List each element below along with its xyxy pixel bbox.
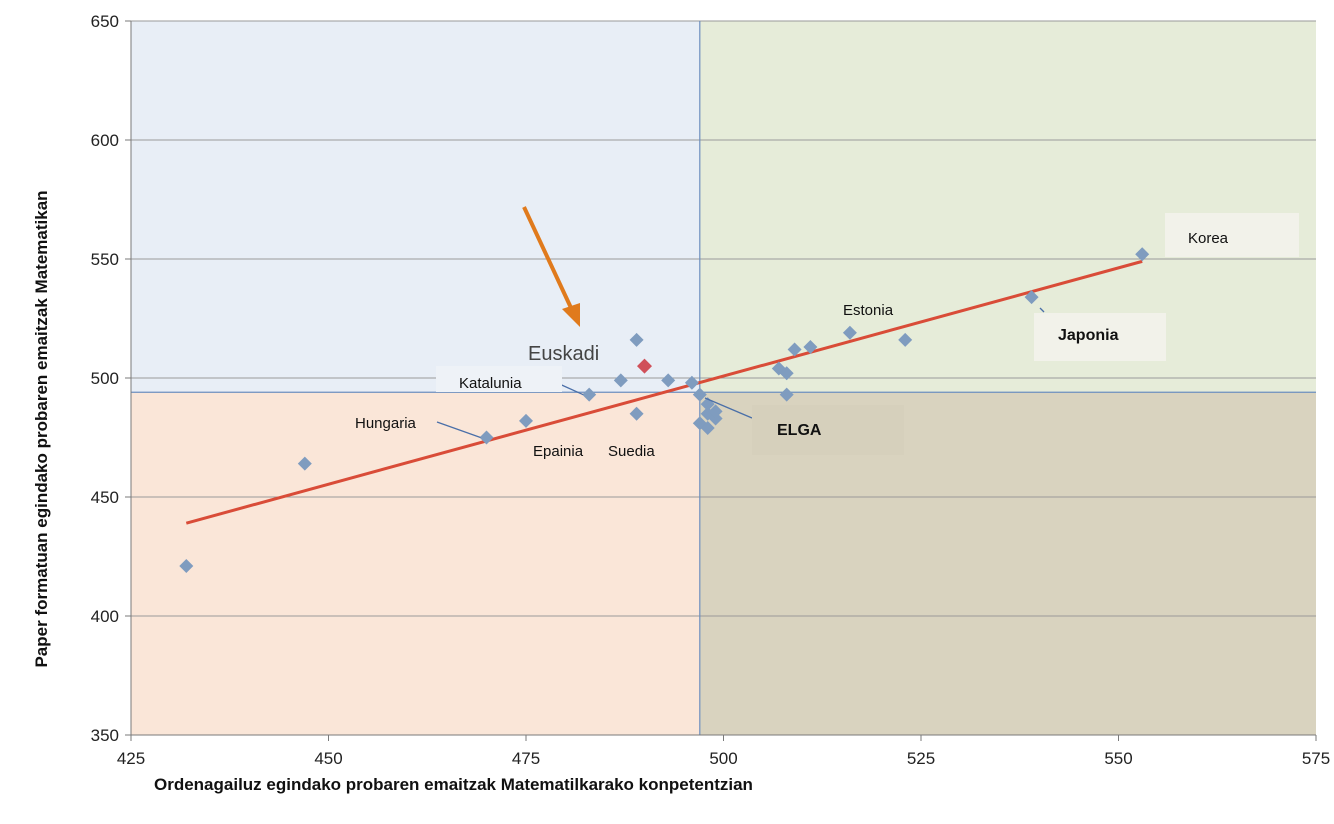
- x-axis-title: Ordenagailuz egindako probaren emaitzak …: [154, 775, 753, 794]
- data-point-8: [629, 332, 644, 347]
- epainia-label: Epainia: [533, 443, 584, 460]
- katalunia-label-box: [436, 366, 562, 392]
- quadrant-top-right: [699, 21, 1316, 393]
- y-tick-label-500: 500: [91, 369, 119, 388]
- x-tick-label-575: 575: [1302, 749, 1330, 768]
- data-point-6: [613, 373, 628, 388]
- korea-label: Korea: [1188, 230, 1229, 247]
- y-tick-label-600: 600: [91, 131, 119, 150]
- data-point-4: [519, 413, 533, 428]
- y-tick-label-350: 350: [91, 726, 119, 745]
- data-point-2: [297, 456, 312, 471]
- data-point-5: [582, 387, 597, 402]
- data-point-26: [1135, 247, 1150, 262]
- data-point-1: [179, 559, 194, 574]
- data-point-3: [479, 430, 494, 445]
- data-point-16: [708, 411, 723, 426]
- y-tick-label-550: 550: [91, 250, 119, 269]
- y-axis-title: Paper formatuan egindako probaren emaitz…: [32, 190, 51, 667]
- data-points: [179, 247, 1150, 574]
- data-point-22: [803, 340, 818, 355]
- trendline-group: [185, 259, 1143, 525]
- y-tick-label-400: 400: [91, 607, 119, 626]
- data-point-10: [684, 375, 699, 390]
- data-point-17: [708, 404, 723, 419]
- y-tick-label-650: 650: [91, 12, 119, 31]
- korea-label-box: [1165, 213, 1299, 257]
- quadrant-backgrounds: [131, 21, 1316, 735]
- quadrant-top-left: [131, 21, 700, 393]
- axes: 350 400 450 500 550 600 650 425 450 475 500 525 550 5…: [91, 12, 1331, 768]
- arrow-head: [562, 303, 580, 327]
- x-tick-label-525: 525: [907, 749, 935, 768]
- data-point-11: [692, 387, 707, 402]
- euskadi-arrow: [522, 206, 580, 327]
- reference-lines: [131, 21, 1316, 735]
- elga-label: ELGA: [777, 422, 822, 439]
- estonia-label: Estonia: [843, 302, 894, 319]
- quadrant-bottom-left: [131, 392, 700, 735]
- x-tick-label-450: 450: [314, 749, 342, 768]
- japonia-label: Japonia: [1058, 327, 1119, 344]
- x-tick-label-500: 500: [709, 749, 737, 768]
- hungaria-label: Hungaria: [355, 415, 417, 432]
- data-point-21: [787, 342, 802, 357]
- katalunia-label: Katalunia: [459, 375, 522, 392]
- elga-label-box: [752, 405, 904, 455]
- x-tick-label-550: 550: [1104, 749, 1132, 768]
- y-tick-label-450: 450: [91, 488, 119, 507]
- elga-leader-line: [704, 397, 753, 419]
- data-point-25: [1024, 290, 1039, 305]
- data-point-23: [842, 325, 857, 340]
- annotation-labels: Korea Japonia Estonia Euskadi Katalunia …: [355, 213, 1299, 460]
- data-point-euskadi: [637, 358, 652, 374]
- data-point-7: [629, 406, 644, 421]
- data-point-19: [779, 366, 794, 381]
- japonia-leader-line: [1039, 307, 1045, 313]
- x-tick-label-425: 425: [117, 749, 145, 768]
- data-point-15: [700, 420, 715, 435]
- x-tick-label-475: 475: [512, 749, 540, 768]
- data-point-20: [779, 387, 794, 402]
- hungaria-leader-line: [436, 421, 481, 439]
- data-point-24: [898, 332, 913, 347]
- data-point-9: [661, 373, 676, 388]
- japonia-label-box: [1034, 313, 1166, 361]
- euskadi-label: Euskadi: [528, 343, 599, 365]
- suedia-label: Suedia: [608, 443, 655, 460]
- trendline: [185, 259, 1143, 525]
- arrow-shaft: [522, 206, 574, 311]
